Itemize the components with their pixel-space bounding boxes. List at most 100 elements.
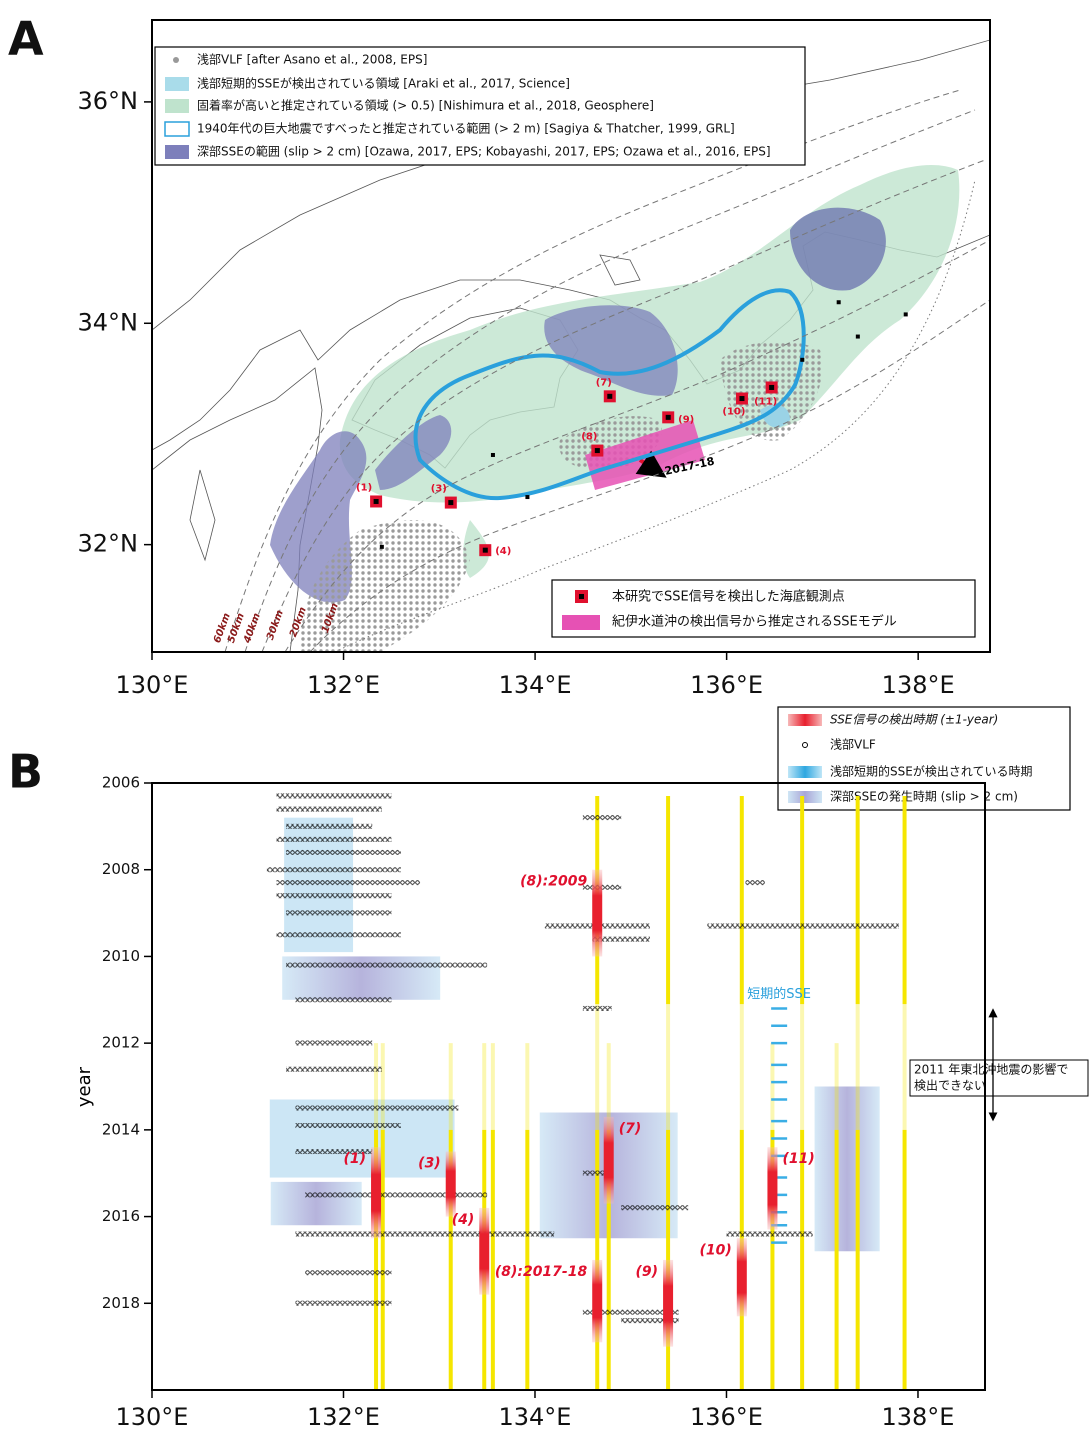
legend-swatch: [788, 714, 822, 726]
sse-station-core: [607, 393, 613, 399]
vlf-events: [286, 962, 488, 968]
station-label: (4): [495, 546, 511, 557]
legend-label: 浅部VLF [after Asano et al., 2008, EPS]: [197, 53, 427, 67]
sse-label: (8):2009: [520, 874, 587, 890]
sse-label: (7): [619, 1121, 642, 1137]
legend-label: 深部SSEの範囲 (slip > 2 cm) [Ozawa, 2017, EPS…: [197, 144, 771, 159]
legend: [551, 579, 976, 638]
plot-frame: [151, 782, 986, 1391]
station-label: (8): [581, 432, 597, 443]
sse-label: (8):2017-18: [495, 1264, 588, 1280]
sse-period: [592, 869, 603, 957]
vlf-events: [286, 910, 392, 916]
deep-sse-period: [814, 1086, 880, 1252]
coastline: [152, 367, 323, 652]
depth-contour: [261, 159, 986, 652]
sse-label: (11): [782, 1151, 814, 1167]
y-tick-label: 36°N: [78, 87, 139, 115]
station-label: (3): [431, 484, 447, 495]
legend-swatch: [788, 766, 822, 778]
sse-station-core: [373, 498, 379, 504]
vlf-events: [592, 936, 650, 942]
x-tick-label: 138°E: [882, 671, 955, 699]
legend-label: 浅部VLF: [830, 738, 876, 752]
sse-period: [445, 1151, 456, 1217]
slip-arrow: [635, 450, 667, 478]
sse-period: [592, 1259, 603, 1343]
legend: [154, 46, 806, 166]
sse-label: (1): [344, 1151, 367, 1167]
vlf-events: [286, 849, 401, 855]
panel-label: B: [8, 745, 43, 799]
vlf-events: [295, 1123, 401, 1129]
vlf-events: [295, 997, 392, 1003]
legend-label: 1940年代の巨大地震ですべったと推定されている範囲 (> 2 m) [Sagi…: [197, 121, 735, 136]
vlf-events: [295, 1105, 459, 1111]
y-tick-label: 2006: [102, 774, 140, 792]
vlf-events: [621, 1318, 679, 1324]
trench: [334, 179, 976, 652]
vlf-cluster: [300, 341, 823, 652]
vlf-events: [582, 815, 622, 821]
x-tick-label: 132°E: [307, 671, 380, 699]
y-axis-label: year: [74, 1066, 95, 1107]
vlf-events: [286, 823, 373, 829]
shallow-sse-period: [269, 1099, 455, 1178]
sse-label: (10): [700, 1242, 732, 1258]
sse-station-core: [665, 414, 671, 420]
legend-swatch: [562, 615, 600, 630]
y-tick-label: 2014: [102, 1120, 140, 1138]
legend: [777, 706, 1071, 811]
sse-label: (4): [452, 1212, 475, 1228]
vlf-events: [295, 1040, 373, 1046]
vlf-events: [286, 1066, 382, 1072]
vlf-events: [582, 1309, 679, 1315]
station: [525, 495, 530, 500]
sse-period: [603, 1116, 614, 1204]
map-marks: 130°E 132°E 134°E 136°E 138°E 32°N 34°N 36°N (1)…: [78, 87, 955, 699]
vlf-events: [276, 806, 382, 812]
x-tick-label: 134°E: [499, 671, 572, 699]
station-label: (7): [596, 377, 612, 388]
legend-swatch: [165, 145, 189, 159]
coastline: [189, 254, 641, 562]
legend-label: SSE信号の検出時期 (±1-year): [830, 713, 998, 727]
vlf-events: [305, 1270, 392, 1276]
depth-contour: [309, 299, 990, 652]
vlf-events: [582, 1170, 612, 1176]
sse-station-core: [769, 384, 775, 390]
panel-label: A: [8, 12, 44, 66]
note-box: [909, 1059, 1089, 1097]
sse-station-core: [448, 500, 454, 506]
legend-label: 浅部短期的SSEが検出されている領域 [Araki et al., 2017, …: [197, 76, 570, 91]
y-tick-label: 34°N: [78, 308, 139, 336]
short-sse-label: 短期的SSE: [747, 986, 811, 1002]
y-tick-label: 32°N: [78, 530, 139, 558]
station: [379, 544, 384, 549]
station: [836, 300, 841, 305]
station-label: (11): [754, 396, 777, 407]
vlf-events: [295, 1149, 373, 1155]
station-label: (9): [678, 414, 694, 425]
depth-contour: [284, 239, 990, 652]
sse-period: [663, 1259, 674, 1347]
legend-swatch: [164, 121, 190, 137]
vlf-events: [276, 880, 421, 886]
legend-swatch: [788, 791, 822, 803]
x-tick-label: 132°E: [307, 1403, 380, 1430]
station: [490, 452, 495, 457]
deep-sse-region: [270, 415, 452, 603]
station: [800, 357, 805, 362]
legend-swatch: [579, 594, 584, 599]
y-tick-label: 2016: [102, 1207, 140, 1225]
sse-period: [736, 1238, 747, 1317]
vlf-events: [745, 880, 765, 886]
vlf-events: [621, 1205, 689, 1211]
x-tick-label: 130°E: [116, 1403, 189, 1430]
chart-marks: 130°E 132°E 134°E 136°E 138°E 2006 2008 2010 201…: [102, 774, 998, 1430]
y-tick-label: 2010: [102, 947, 140, 965]
sse-label: (3): [418, 1156, 441, 1172]
y-tick-label: 2018: [102, 1294, 140, 1312]
sse-period: [767, 1147, 778, 1230]
